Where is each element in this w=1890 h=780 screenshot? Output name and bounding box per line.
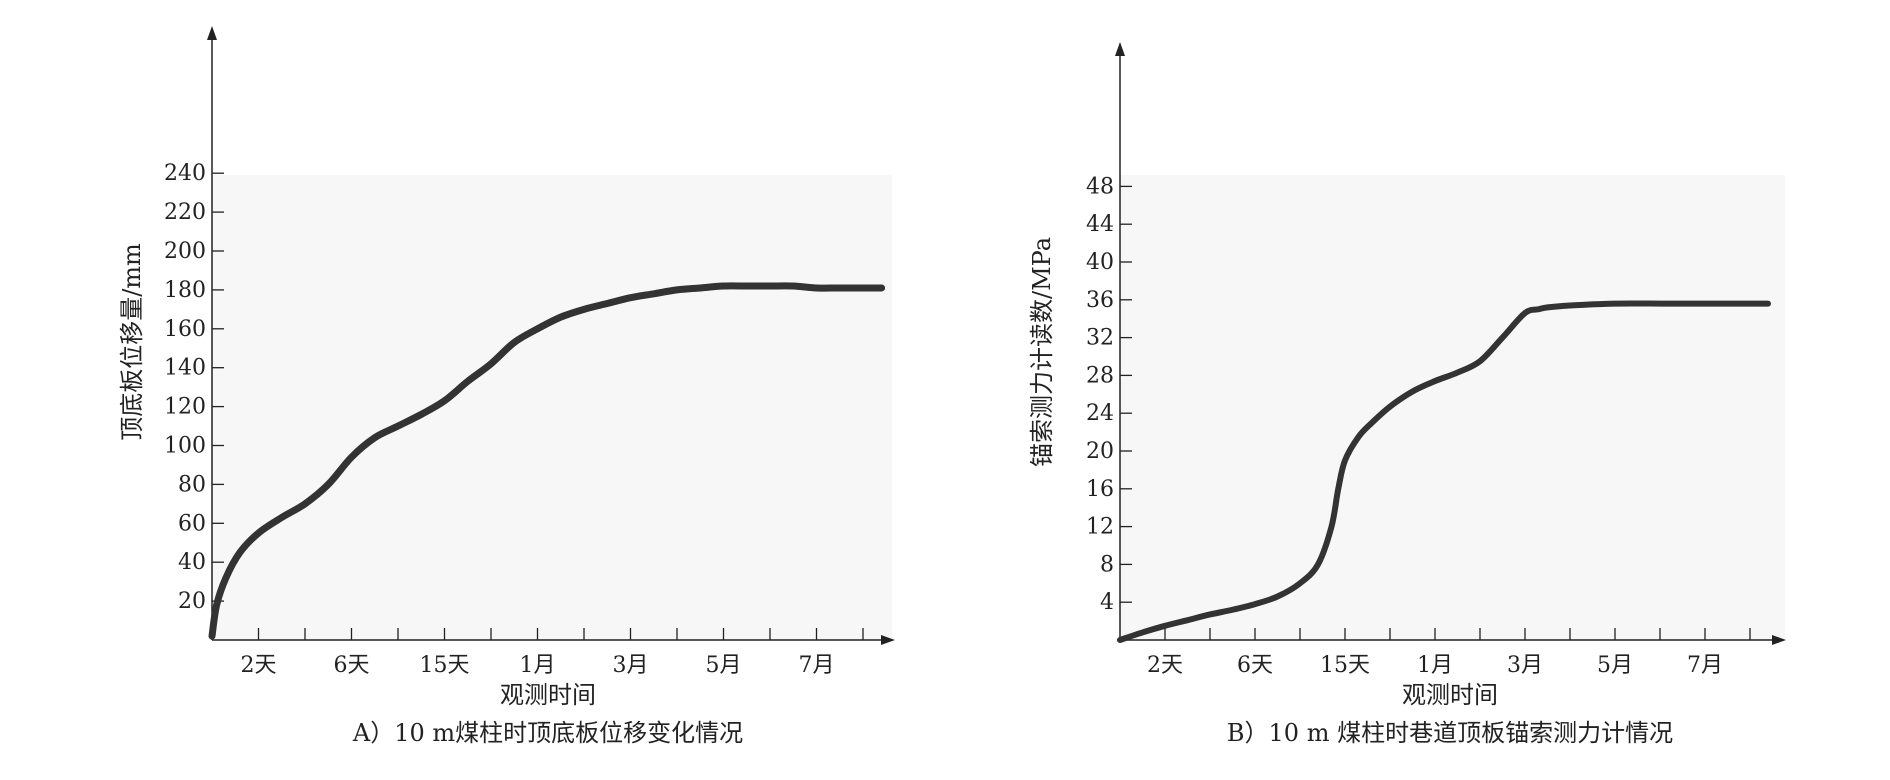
chart-a-y-tick-label: 20 (178, 589, 206, 614)
chart-a: 20 40 60 80 100 120 140 160 180 200 220 240 2天 6天 15天… (118, 26, 895, 747)
chart-a-x-tick-label: 15天 (420, 653, 470, 678)
chart-a-y-tick-label: 200 (164, 239, 206, 264)
chart-a-x-ticks: 2天 6天 15天 1月 3月 5月 7月 (241, 628, 864, 678)
chart-a-y-tick-label: 60 (178, 511, 206, 536)
chart-b-x-tick-label: 2天 (1147, 653, 1183, 678)
chart-b-x-tick-label: 5月 (1597, 653, 1633, 678)
chart-b-y-tick-label: 16 (1086, 477, 1114, 502)
chart-a-x-axis-arrow (881, 635, 895, 645)
chart-a-series-line (208, 282, 886, 640)
chart-b-y-tick-label: 24 (1086, 401, 1114, 426)
chart-a-y-tick-label: 160 (164, 317, 206, 342)
chart-a-y-axis-title: 顶底板位移量/mm (118, 243, 146, 441)
chart-a-y-tick-label: 240 (164, 161, 206, 186)
chart-b-x-ticks: 2天 6天 15天 1月 3月 5月 7月 (1147, 628, 1751, 678)
chart-a-plot-area (212, 175, 892, 640)
chart-a-y-axis-arrow (207, 26, 217, 40)
chart-b-y-tick-label: 48 (1086, 174, 1114, 199)
chart-a-x-tick-label: 1月 (520, 653, 556, 678)
chart-b-y-tick-label: 4 (1100, 590, 1114, 615)
chart-a-x-tick-label: 5月 (706, 653, 742, 678)
chart-b-y-tick-label: 44 (1086, 212, 1114, 237)
chart-a-y-tick-label: 100 (164, 434, 206, 459)
chart-a-y-tick-label: 80 (178, 472, 206, 497)
chart-b-series-line (1117, 300, 1771, 643)
chart-b-x-tick-label: 15天 (1320, 653, 1370, 678)
chart-a-y-tick-label: 40 (178, 550, 206, 575)
chart-a-x-tick-label: 3月 (613, 653, 649, 678)
chart-a-y-tick-label: 220 (164, 200, 206, 225)
chart-b-plot-area (1120, 175, 1785, 640)
chart-a-y-tick-label: 140 (164, 356, 206, 381)
chart-b-x-axis-title: 观测时间 (1402, 681, 1498, 709)
chart-b-y-tick-label: 20 (1086, 439, 1114, 464)
chart-a-x-axis-title: 观测时间 (500, 681, 596, 709)
chart-a-y-ticks: 20 40 60 80 100 120 140 160 180 200 220 240 (164, 161, 224, 614)
chart-b-y-axis-title: 锚索测力计读数/MPa (1028, 237, 1056, 467)
chart-b-y-tick-label: 28 (1086, 363, 1114, 388)
chart-a-x-tick-label: 2天 (241, 653, 277, 678)
chart-b-y-axis-arrow (1115, 42, 1125, 56)
chart-b-x-tick-label: 7月 (1687, 653, 1723, 678)
chart-a-x-tick-label: 6天 (334, 653, 370, 678)
chart-a-caption: A）10 m煤柱时顶底板位移变化情况 (352, 719, 743, 747)
chart-b-y-tick-label: 32 (1086, 326, 1114, 351)
chart-b-y-tick-label: 8 (1100, 552, 1114, 577)
chart-a-y-tick-label: 180 (164, 278, 206, 303)
chart-b-y-tick-label: 36 (1086, 288, 1114, 313)
chart-b-x-tick-label: 1月 (1417, 653, 1453, 678)
chart-b-x-axis-arrow (1772, 635, 1786, 645)
chart-a-x-tick-label: 7月 (799, 653, 835, 678)
chart-b-x-tick-label: 6天 (1237, 653, 1273, 678)
chart-b-x-tick-label: 3月 (1507, 653, 1543, 678)
chart-b-y-tick-label: 12 (1086, 515, 1114, 540)
chart-b-y-tick-label: 40 (1086, 250, 1114, 275)
chart-a-y-tick-label: 120 (164, 395, 206, 420)
chart-b-caption: B）10 m 煤柱时巷道顶板锚索测力计情况 (1227, 719, 1673, 747)
